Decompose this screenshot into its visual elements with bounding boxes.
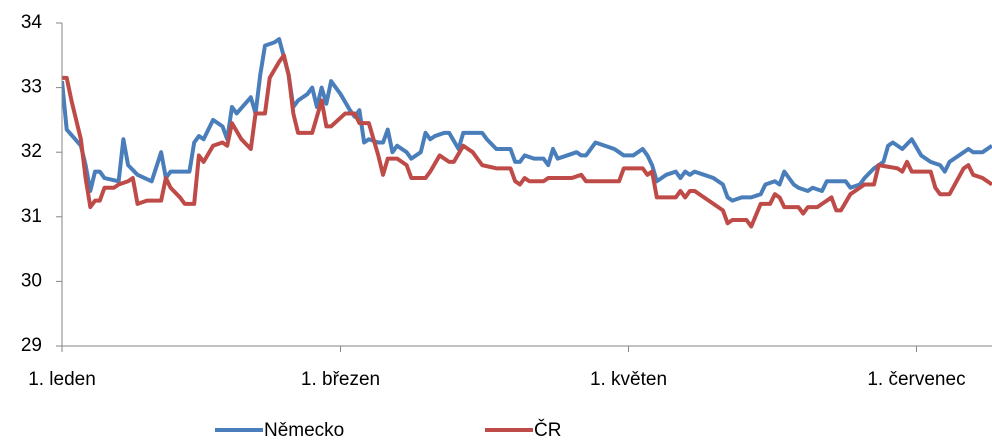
x-tick-label: 1. leden — [28, 369, 96, 390]
plot-area — [62, 37, 992, 229]
x-tick-label: 1. červenec — [867, 369, 965, 390]
series-line — [62, 37, 992, 203]
y-tick-label: 31 — [21, 206, 42, 227]
y-tick-label: 29 — [21, 335, 42, 356]
y-tick-label: 34 — [21, 12, 43, 33]
y-tick-label: 32 — [21, 141, 42, 162]
legend-label: ČR — [534, 419, 561, 441]
x-tick-label: 1. březen — [301, 369, 380, 390]
y-tick-label: 33 — [21, 77, 42, 98]
x-tick-label: 1. květen — [590, 369, 667, 390]
series-line — [62, 53, 992, 229]
y-tick-label: 30 — [21, 270, 42, 291]
legend-label: Německo — [264, 420, 344, 441]
